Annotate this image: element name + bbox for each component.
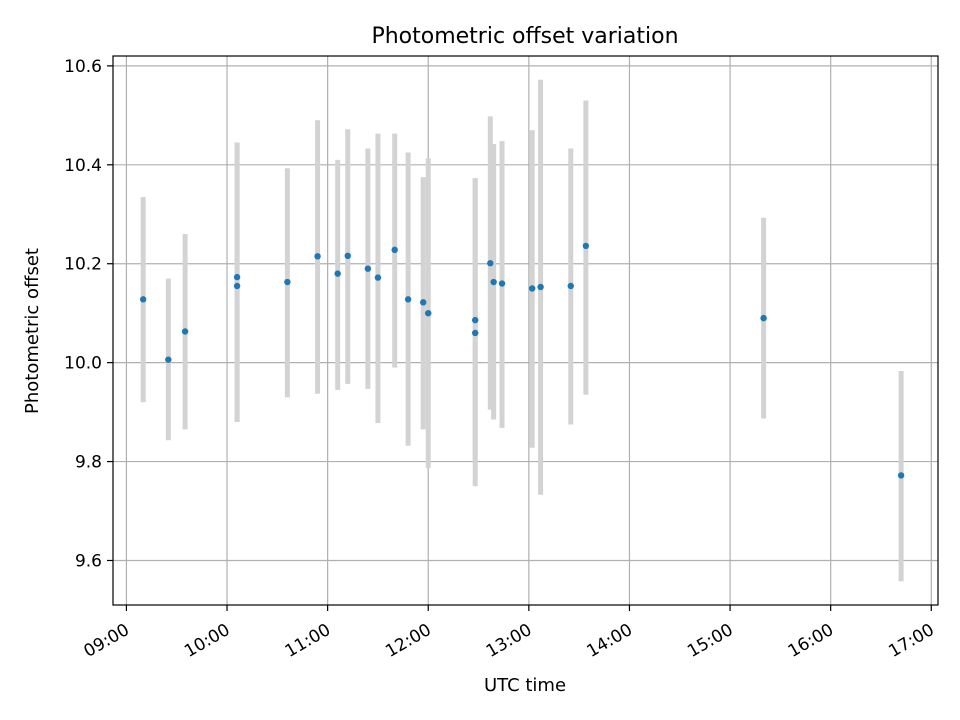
data-point [314,253,321,260]
data-point [391,246,398,254]
y-axis-title: Photometric offset [22,248,43,414]
data-point [537,283,544,291]
chart-title: Photometric offset variation [371,24,678,49]
data-point [139,296,147,303]
y-tick-label: 10.6 [64,57,102,77]
x-axis-title: UTC time [484,675,566,696]
data-point [374,274,382,281]
y-tick-label: 10.2 [64,255,102,275]
data-point [760,314,767,322]
data-point [425,309,432,317]
y-axis: 9.6 9.8 10.0 10.2 10.4 10.6 [64,57,113,571]
data-point [498,280,506,287]
data-point [404,296,412,303]
data-point [334,270,341,277]
plot-area-frame [112,55,939,606]
data-point [897,472,905,479]
data-point [471,329,479,337]
y-tick-label: 9.8 [75,453,102,473]
data-point [181,328,189,335]
data-point [284,278,291,286]
y-tick-label: 10.0 [64,354,102,374]
data-point [420,299,427,306]
grid [113,56,938,605]
data-point [490,278,497,286]
data-point [165,356,172,363]
y-tick-label: 10.4 [64,156,102,176]
data-point [364,265,372,272]
y-tick-label: 9.6 [75,551,102,571]
data-point [233,273,241,281]
data-point [344,252,351,260]
data-point [471,316,479,324]
data-point [529,285,536,292]
data-point [233,282,241,290]
data-points [139,242,905,479]
data-point [487,260,494,267]
data-point [567,282,574,290]
data-point [582,242,590,250]
